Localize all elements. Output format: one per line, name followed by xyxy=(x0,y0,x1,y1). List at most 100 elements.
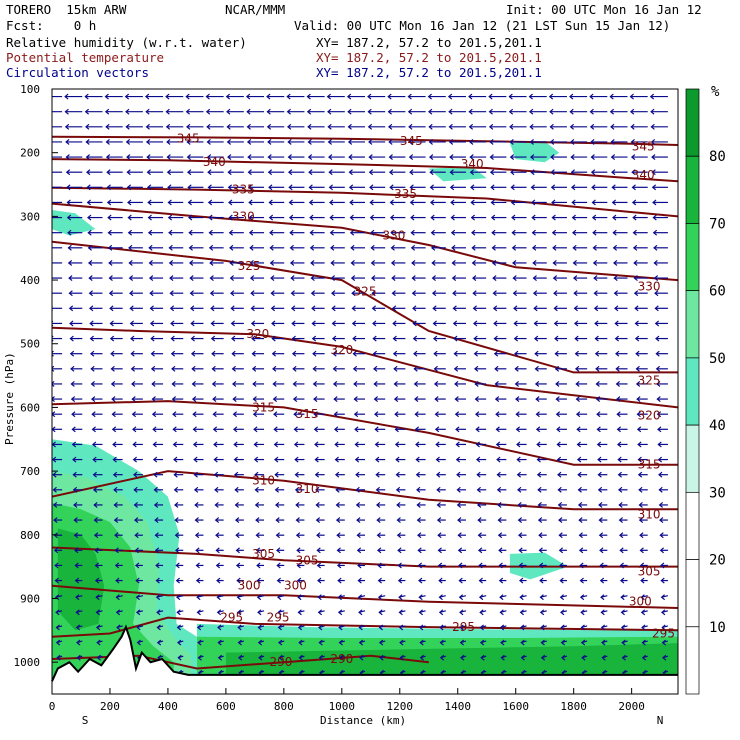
vector-head xyxy=(373,396,379,403)
vector-head xyxy=(558,547,564,554)
vector-head xyxy=(550,154,555,161)
vector-head xyxy=(69,350,75,357)
vector-head xyxy=(436,517,442,524)
vector-head xyxy=(110,350,115,357)
vector-head xyxy=(570,154,575,161)
vector-head xyxy=(73,517,78,524)
vector-head xyxy=(195,547,200,554)
vector-head xyxy=(90,396,96,403)
theta-label-295-3: 295 xyxy=(652,627,675,641)
vector-head xyxy=(86,169,91,176)
vector-head xyxy=(432,305,437,312)
rh-region-7 xyxy=(509,141,560,163)
vector-head xyxy=(561,654,566,661)
vector-head xyxy=(368,169,374,176)
vector-head xyxy=(53,547,59,554)
vector-head xyxy=(417,532,422,539)
vector-head xyxy=(126,184,132,191)
vector-head xyxy=(126,169,131,176)
vector-head xyxy=(271,350,277,357)
vector-head xyxy=(610,154,616,161)
vector-head xyxy=(64,123,70,130)
vector-head xyxy=(334,441,339,448)
vector-head xyxy=(429,169,434,176)
vector-head xyxy=(233,441,238,448)
vector-head xyxy=(315,486,320,493)
vector-head xyxy=(653,244,658,251)
vector-head xyxy=(579,594,585,601)
vector-head xyxy=(617,486,623,493)
vector-head xyxy=(636,426,642,433)
vector-head xyxy=(111,396,116,403)
vector-head xyxy=(234,501,239,508)
vector-head xyxy=(539,594,544,601)
theta-label-310-0: 310 xyxy=(252,474,275,488)
vector-head xyxy=(226,123,231,130)
vector-head xyxy=(65,138,70,145)
vector-head xyxy=(617,456,622,463)
vector-head xyxy=(436,486,441,493)
vector-head xyxy=(514,380,520,387)
vector-head xyxy=(89,350,95,357)
vector-head xyxy=(396,517,401,524)
vector-head xyxy=(637,441,642,448)
vector-head xyxy=(489,154,494,161)
rh-region-3 xyxy=(57,528,105,631)
vector-head xyxy=(631,199,637,206)
vector-head xyxy=(500,654,505,661)
x-end-label-south: S xyxy=(82,714,89,727)
vector-head xyxy=(408,123,413,130)
vector-head xyxy=(232,396,237,403)
vector-head xyxy=(519,577,524,584)
vector-head xyxy=(493,320,498,327)
vector-head xyxy=(634,320,639,327)
vector-head xyxy=(336,532,341,539)
vector-head xyxy=(152,456,158,463)
vector-head xyxy=(107,244,113,251)
vector-head xyxy=(195,577,201,584)
vector-head xyxy=(213,471,219,478)
vector-head xyxy=(156,624,161,631)
vector-head xyxy=(554,350,559,357)
vector-head xyxy=(237,654,243,661)
vector-head xyxy=(457,532,462,539)
vector-head xyxy=(249,259,254,266)
vector-head xyxy=(635,380,641,387)
vector-head xyxy=(654,290,659,297)
vector-head xyxy=(633,290,639,297)
vector-head xyxy=(335,501,340,508)
vector-head xyxy=(370,259,376,266)
vector-head xyxy=(76,639,81,646)
vector-head xyxy=(191,396,197,403)
vector-head xyxy=(190,320,195,327)
theta-label-295-1: 295 xyxy=(267,611,290,625)
vector-head xyxy=(393,380,398,387)
vector-head xyxy=(616,411,621,418)
vector-head xyxy=(370,244,375,251)
vector-head xyxy=(594,320,599,327)
vector-head xyxy=(328,169,333,176)
vector-head xyxy=(228,199,233,206)
vector-head xyxy=(252,380,257,387)
vector-head xyxy=(273,411,278,418)
field-label-vectors: Circulation vectors xyxy=(6,65,149,80)
vector-head xyxy=(313,396,318,403)
vector-head xyxy=(146,169,151,176)
vector-head xyxy=(258,654,263,661)
vector-head xyxy=(450,199,455,206)
vector-head xyxy=(612,244,618,251)
vector-head xyxy=(620,624,626,631)
vector-head xyxy=(69,335,74,342)
vector-head xyxy=(509,154,515,161)
vector-head xyxy=(390,259,396,266)
vector-head xyxy=(129,290,134,297)
vector-head xyxy=(306,108,312,115)
vector-head xyxy=(519,594,524,601)
vector-head xyxy=(187,169,192,176)
vector-head xyxy=(398,594,403,601)
vector-head xyxy=(498,577,504,584)
vector-head xyxy=(428,138,433,145)
vector-head xyxy=(596,441,602,448)
vector-head xyxy=(497,501,502,508)
vector-head xyxy=(619,577,625,584)
